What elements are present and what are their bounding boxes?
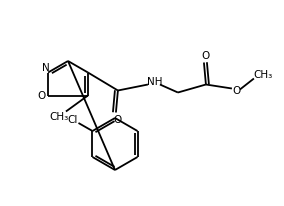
Text: O: O [37, 90, 45, 101]
Text: CH₃: CH₃ [49, 111, 68, 122]
Text: CH₃: CH₃ [253, 69, 273, 80]
Text: O: O [114, 115, 122, 124]
Text: N: N [42, 62, 50, 73]
Text: O: O [233, 85, 241, 96]
Text: Cl: Cl [67, 115, 78, 125]
Text: O: O [202, 50, 210, 61]
Text: NH: NH [147, 76, 163, 87]
